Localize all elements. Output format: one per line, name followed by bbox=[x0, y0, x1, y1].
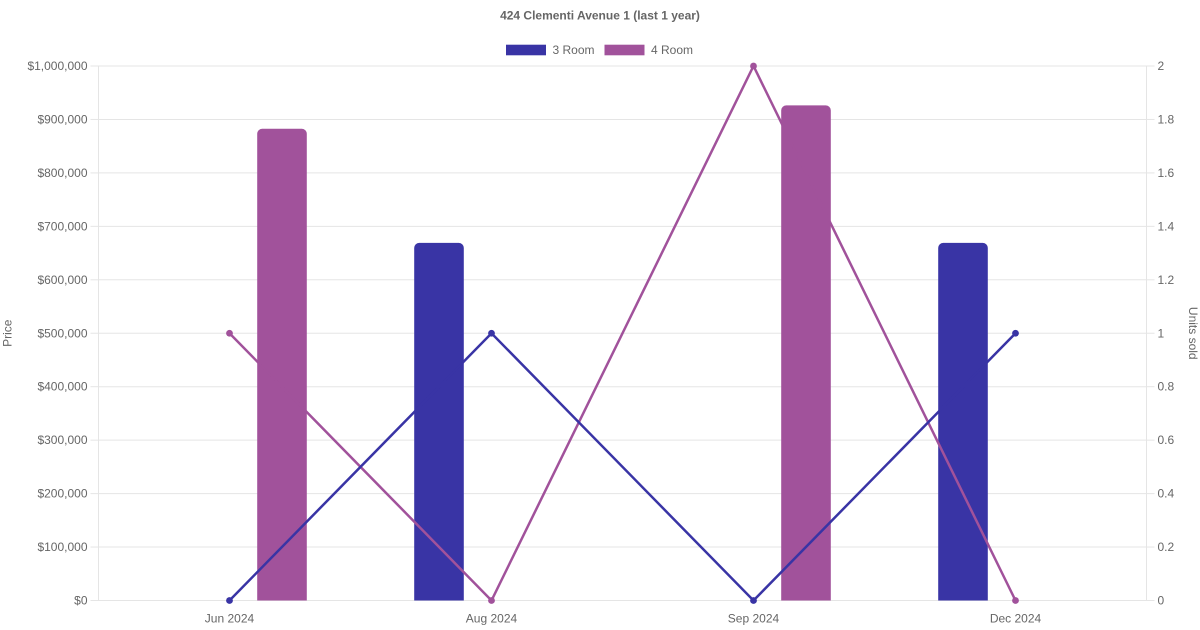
svg-text:$200,000: $200,000 bbox=[37, 487, 87, 501]
svg-text:424 Clementi Avenue 1 (last 1: 424 Clementi Avenue 1 (last 1 year) bbox=[500, 9, 700, 23]
svg-text:$900,000: $900,000 bbox=[37, 112, 87, 126]
svg-text:$300,000: $300,000 bbox=[37, 433, 87, 447]
svg-text:$0: $0 bbox=[74, 594, 88, 608]
svg-text:1.4: 1.4 bbox=[1158, 219, 1175, 233]
svg-text:4 Room: 4 Room bbox=[651, 43, 693, 57]
svg-text:2: 2 bbox=[1158, 59, 1165, 73]
svg-text:1.6: 1.6 bbox=[1158, 166, 1175, 180]
svg-text:0: 0 bbox=[1158, 594, 1165, 608]
svg-text:$1,000,000: $1,000,000 bbox=[27, 59, 87, 73]
svg-text:0.6: 0.6 bbox=[1158, 433, 1175, 447]
svg-text:Jun 2024: Jun 2024 bbox=[205, 612, 255, 626]
svg-text:$100,000: $100,000 bbox=[37, 540, 87, 554]
svg-text:0.4: 0.4 bbox=[1158, 487, 1175, 501]
svg-text:Sep 2024: Sep 2024 bbox=[728, 612, 780, 626]
svg-text:0.2: 0.2 bbox=[1158, 540, 1175, 554]
svg-text:Price: Price bbox=[1, 319, 15, 347]
svg-text:$400,000: $400,000 bbox=[37, 380, 87, 394]
svg-text:$800,000: $800,000 bbox=[37, 166, 87, 180]
svg-text:3 Room: 3 Room bbox=[553, 43, 595, 57]
svg-text:0.8: 0.8 bbox=[1158, 380, 1175, 394]
svg-text:$500,000: $500,000 bbox=[37, 326, 87, 340]
svg-text:1.8: 1.8 bbox=[1158, 112, 1175, 126]
svg-text:$600,000: $600,000 bbox=[37, 273, 87, 287]
svg-text:Dec 2024: Dec 2024 bbox=[990, 612, 1042, 626]
svg-text:1.2: 1.2 bbox=[1158, 273, 1175, 287]
svg-text:$700,000: $700,000 bbox=[37, 219, 87, 233]
svg-text:1: 1 bbox=[1158, 326, 1165, 340]
svg-text:Aug 2024: Aug 2024 bbox=[466, 612, 518, 626]
svg-text:Units sold: Units sold bbox=[1186, 307, 1200, 360]
